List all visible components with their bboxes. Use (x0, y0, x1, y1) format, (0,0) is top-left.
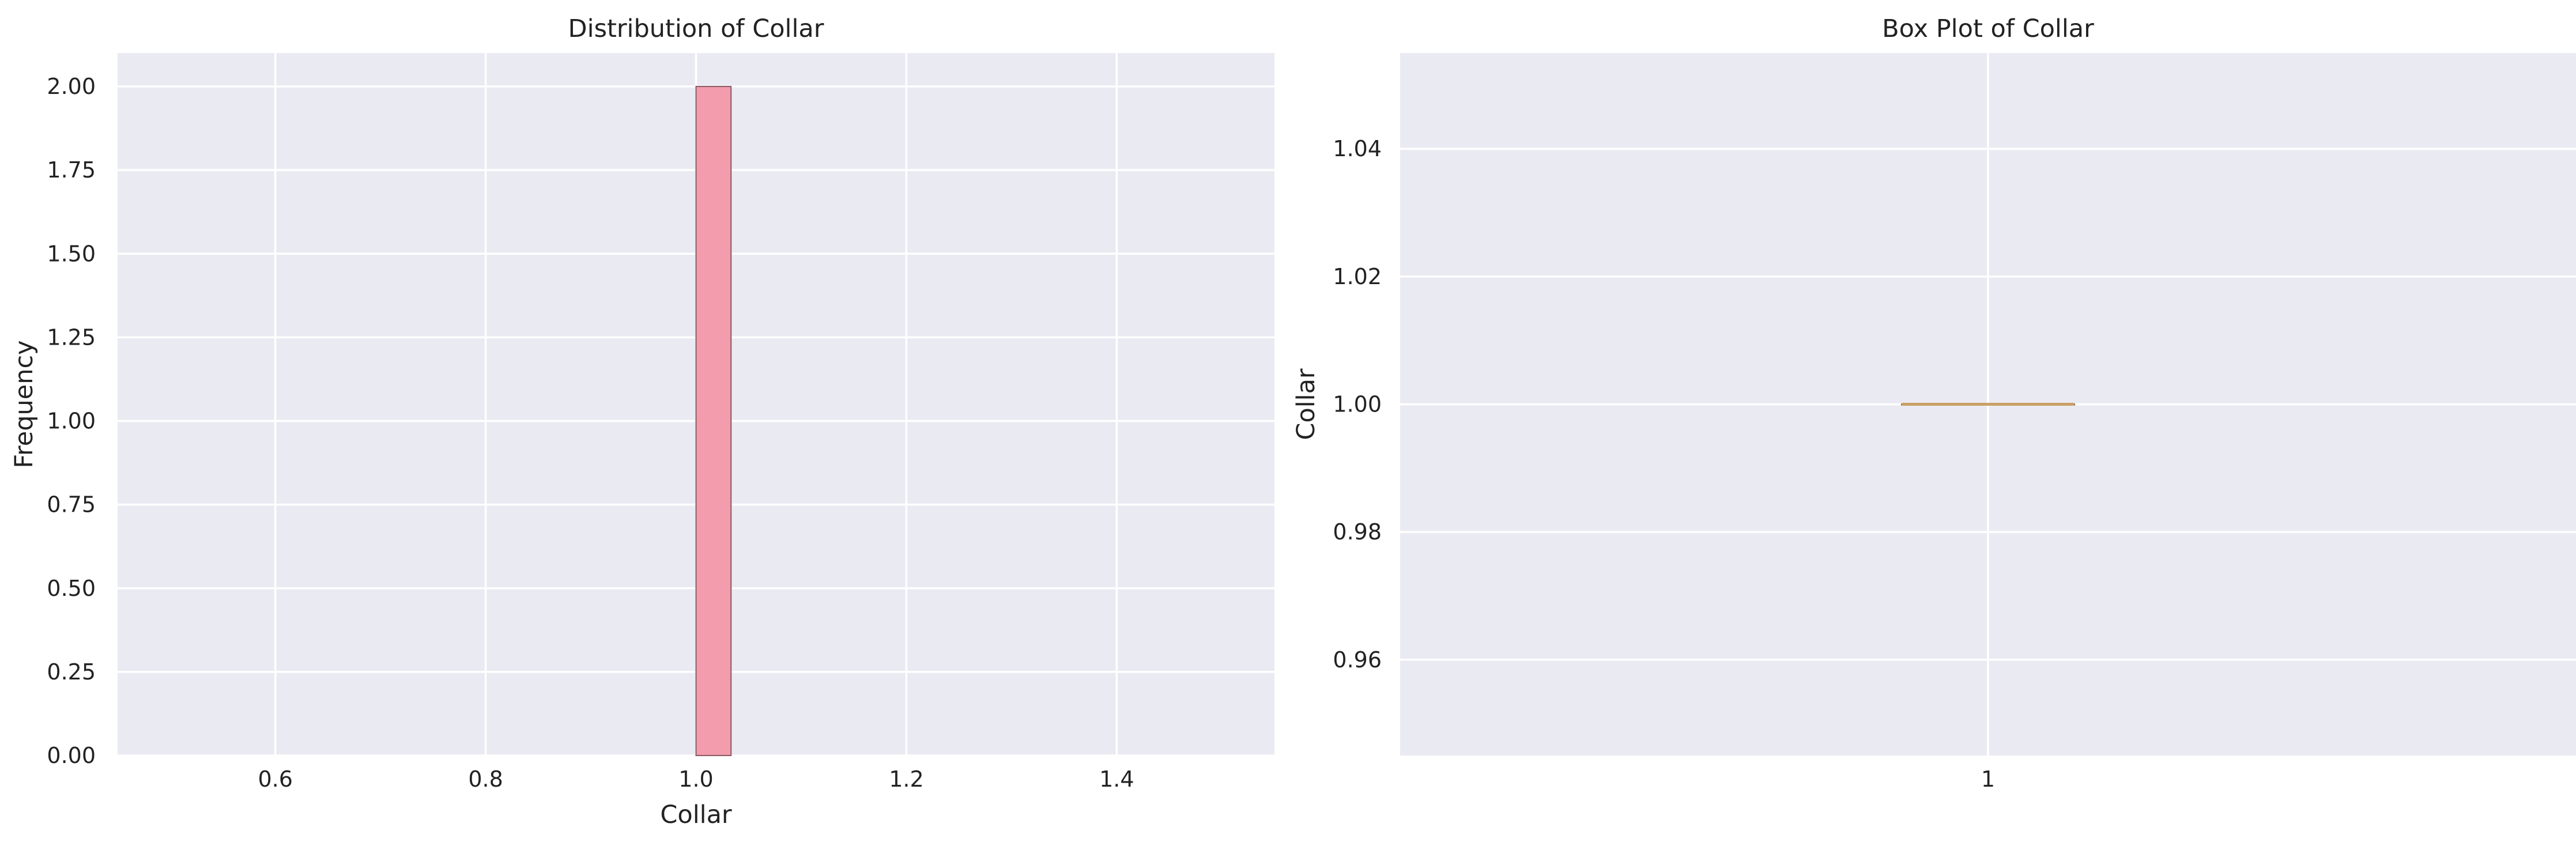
box-plot-y-ticks: 0.96 0.98 1.00 1.02 1.04 (1333, 136, 1382, 673)
y-tick-label: 1.25 (47, 324, 96, 350)
x-tick-label: 1.0 (678, 766, 713, 792)
y-tick-label: 1.00 (1333, 392, 1382, 417)
x-tick-label: 1.4 (1099, 766, 1134, 792)
y-tick-label: 0.98 (1333, 519, 1382, 545)
x-tick-label: 0.6 (258, 766, 292, 792)
y-tick-label: 0.25 (47, 659, 96, 685)
y-tick-label: 0.75 (47, 492, 96, 518)
x-tick-label: 1.2 (889, 766, 923, 792)
histogram-title: Distribution of Collar (568, 14, 824, 43)
histogram-x-axis-label: Collar (660, 800, 732, 829)
box-plot-x-ticks: 1 (1981, 766, 1995, 792)
histogram-y-ticks: 0.00 0.25 0.50 0.75 1.00 1.25 1.50 1.75 2.00 (47, 74, 96, 768)
box-plot-chart: 1 0.96 0.98 1.00 1.02 1.04 Box Plot of Colla… (1292, 14, 2576, 792)
box-plot-title: Box Plot of Collar (1882, 14, 2094, 43)
y-tick-label: 1.02 (1333, 264, 1382, 289)
y-tick-label: 0.00 (47, 743, 96, 768)
x-tick-label: 0.8 (468, 766, 503, 792)
histogram-bar (695, 86, 732, 757)
y-tick-label: 0.96 (1333, 647, 1382, 673)
histogram-chart: 0.6 0.8 1.0 1.2 1.4 0.00 0.25 0.50 0.75 1.00 1.25… (10, 14, 1274, 829)
histogram-y-axis-label: Frequency (10, 340, 39, 468)
histogram-bars (695, 86, 732, 757)
y-tick-label: 1.04 (1333, 136, 1382, 161)
box-plot-y-axis-label: Collar (1292, 368, 1321, 440)
x-tick-label: 1 (1981, 766, 1995, 792)
y-tick-label: 1.75 (47, 157, 96, 183)
histogram-x-ticks: 0.6 0.8 1.0 1.2 1.4 (258, 766, 1134, 792)
y-tick-label: 2.00 (47, 74, 96, 99)
box-plot-gridlines (1400, 53, 2576, 756)
y-tick-label: 0.50 (47, 576, 96, 601)
y-tick-label: 1.50 (47, 241, 96, 266)
y-tick-label: 1.00 (47, 409, 96, 434)
